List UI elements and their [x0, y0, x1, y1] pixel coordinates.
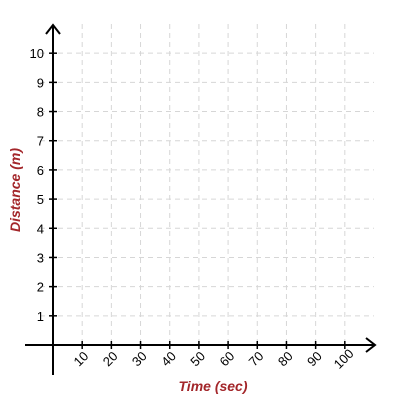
x-axis-arrow [365, 337, 377, 353]
grid [40, 24, 374, 345]
y-tick-label: 6 [37, 163, 44, 178]
axes [25, 23, 377, 375]
y-tick-label: 2 [37, 280, 44, 295]
y-tick-label: 10 [30, 46, 44, 61]
x-tick-label: 40 [158, 348, 179, 369]
x-tick-label: 60 [216, 348, 237, 369]
y-tick-label: 3 [37, 250, 44, 265]
y-axis-arrow [45, 23, 61, 35]
x-tick-label: 80 [275, 348, 296, 369]
x-axis-label: Time (sec) [179, 378, 248, 394]
x-tick-label: 70 [246, 348, 267, 369]
y-tick-label: 9 [37, 75, 44, 90]
y-tick-label: 7 [37, 134, 44, 149]
y-tick-label: 4 [37, 221, 44, 236]
x-tick-label: 100 [331, 346, 357, 372]
y-tick-label: 1 [37, 309, 44, 324]
x-tick-label: 30 [129, 348, 150, 369]
y-axis-label: Distance (m) [7, 148, 23, 232]
x-tick-label: 50 [187, 348, 208, 369]
x-tick-label: 90 [304, 348, 325, 369]
y-tick-label: 8 [37, 105, 44, 120]
x-tick-label: 10 [71, 348, 92, 369]
x-tick-label: 20 [100, 348, 121, 369]
y-tick-label: 5 [37, 192, 44, 207]
